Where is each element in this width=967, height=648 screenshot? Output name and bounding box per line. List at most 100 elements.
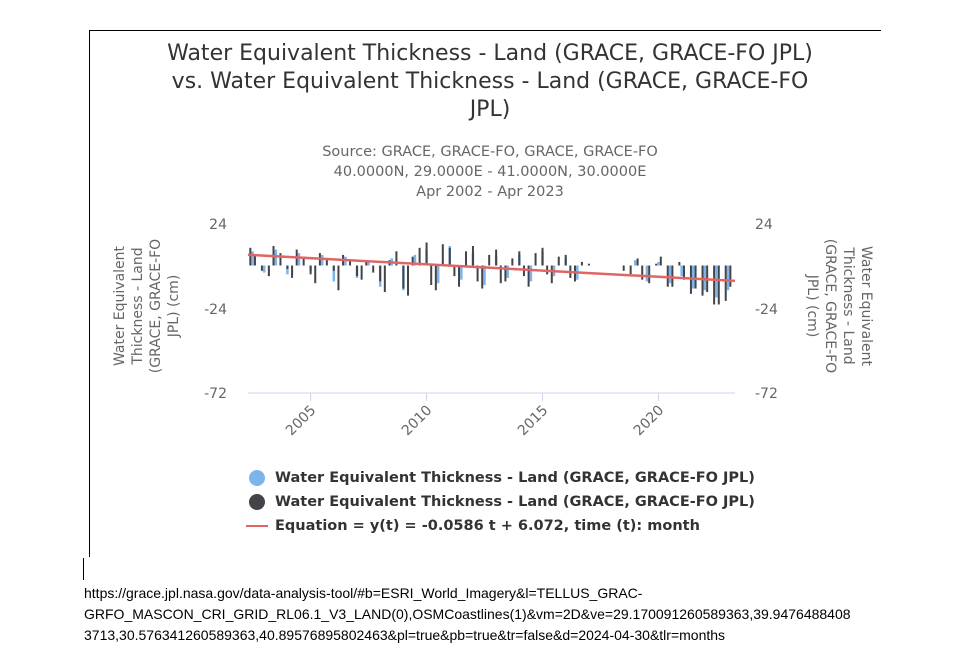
x-tick-label: 2020 (631, 403, 668, 440)
legend-item-trend-line[interactable]: Equation = y(t) = -0.0586 t + 6.072, tim… (246, 514, 806, 538)
data-bar[interactable] (506, 265, 509, 278)
data-bar[interactable] (253, 254, 256, 266)
data-bar[interactable] (629, 265, 632, 275)
data-bar[interactable] (314, 265, 317, 284)
data-bar[interactable] (694, 265, 697, 289)
data-bar[interactable] (367, 260, 370, 266)
data-bar[interactable] (411, 256, 414, 266)
data-bar[interactable] (580, 261, 583, 266)
data-bar[interactable] (641, 265, 644, 280)
series-blue-bars (251, 246, 730, 298)
data-bar[interactable] (657, 261, 660, 266)
data-bar[interactable] (511, 258, 514, 266)
legend-item-blue-series[interactable]: Water Equivalent Thickness - Land (GRACE… (246, 466, 806, 490)
data-bar[interactable] (251, 251, 254, 266)
data-bar[interactable] (692, 265, 695, 289)
data-bar[interactable] (668, 265, 672, 284)
data-bar[interactable] (430, 265, 433, 285)
legend-item-dark-series[interactable]: Water Equivalent Thickness - Land (GRACE… (246, 490, 806, 514)
data-bar[interactable] (434, 265, 437, 291)
data-bar[interactable] (418, 247, 421, 266)
data-bar[interactable] (372, 265, 375, 273)
data-bar[interactable] (726, 265, 730, 291)
data-bar[interactable] (260, 265, 263, 271)
data-bar[interactable] (622, 265, 625, 271)
data-bar[interactable] (518, 251, 521, 266)
data-bar[interactable] (645, 265, 649, 282)
data-bar[interactable] (713, 265, 716, 305)
data-bar[interactable] (297, 253, 301, 266)
data-bar[interactable] (460, 265, 463, 280)
data-bar[interactable] (267, 265, 270, 277)
data-bar[interactable] (680, 265, 683, 277)
data-bar[interactable] (413, 254, 417, 266)
data-bar[interactable] (309, 265, 312, 275)
data-bar[interactable] (527, 265, 530, 287)
data-bar[interactable] (337, 265, 340, 291)
trend-line[interactable] (247, 253, 736, 283)
data-bar[interactable] (360, 265, 363, 280)
data-bar[interactable] (436, 265, 440, 284)
url-text[interactable]: https://grace.jpl.nasa.gov/data-analysis… (84, 583, 964, 646)
data-bar[interactable] (648, 265, 651, 284)
data-bar[interactable] (488, 254, 491, 266)
data-bar[interactable] (395, 251, 398, 266)
data-bar[interactable] (402, 265, 405, 289)
data-bar[interactable] (557, 256, 560, 266)
data-bar[interactable] (349, 260, 352, 266)
data-bar[interactable] (724, 265, 727, 301)
data-bar[interactable] (407, 265, 410, 296)
data-bar[interactable] (529, 265, 533, 282)
data-bar[interactable] (441, 244, 444, 266)
data-bar[interactable] (448, 247, 451, 266)
data-bar[interactable] (483, 265, 486, 285)
data-bar[interactable] (564, 254, 567, 266)
data-bar[interactable] (332, 265, 335, 271)
data-bar[interactable] (659, 256, 662, 266)
data-bar[interactable] (476, 265, 479, 282)
data-bar[interactable] (701, 265, 704, 296)
data-bar[interactable] (286, 265, 289, 270)
data-bar[interactable] (383, 265, 386, 293)
data-bar[interactable] (291, 265, 294, 278)
data-bar[interactable] (717, 265, 720, 305)
data-bar[interactable] (587, 263, 590, 266)
data-bar[interactable] (541, 247, 544, 266)
data-bar[interactable] (715, 265, 718, 298)
data-bar[interactable] (499, 265, 502, 284)
chart-legend: Water Equivalent Thickness - Land (GRACE… (246, 466, 806, 538)
data-bar[interactable] (425, 242, 428, 266)
data-bar[interactable] (453, 265, 456, 277)
data-bar[interactable] (636, 258, 639, 266)
data-bar[interactable] (249, 247, 252, 266)
data-bar[interactable] (504, 265, 507, 282)
data-bar[interactable] (471, 246, 474, 266)
data-bar[interactable] (703, 265, 707, 291)
y-axis-title-left-line: Water Equivalent (112, 245, 128, 366)
data-bar[interactable] (682, 265, 685, 280)
data-bar[interactable] (279, 253, 282, 266)
data-bar[interactable] (355, 265, 358, 277)
data-bar[interactable] (325, 258, 328, 266)
data-bar[interactable] (655, 263, 658, 266)
data-bar[interactable] (534, 253, 537, 266)
data-bar[interactable] (550, 265, 553, 284)
data-bar[interactable] (481, 265, 484, 289)
data-bar[interactable] (302, 256, 305, 266)
data-bar[interactable] (332, 265, 336, 282)
data-bar[interactable] (495, 249, 498, 266)
data-bar[interactable] (365, 261, 368, 266)
data-bar[interactable] (379, 265, 382, 282)
data-bar[interactable] (274, 249, 278, 266)
data-bar[interactable] (678, 261, 681, 266)
data-bar[interactable] (286, 265, 289, 275)
series-dark-bars (249, 242, 732, 305)
data-bar[interactable] (320, 254, 324, 266)
data-bar[interactable] (729, 265, 732, 287)
subtitle-date-range: Apr 2002 - Apr 2023 (416, 184, 564, 200)
data-bar[interactable] (464, 251, 467, 266)
data-bar[interactable] (634, 260, 637, 266)
data-bar[interactable] (671, 265, 674, 287)
data-bar[interactable] (262, 265, 266, 273)
data-bar[interactable] (458, 265, 461, 287)
